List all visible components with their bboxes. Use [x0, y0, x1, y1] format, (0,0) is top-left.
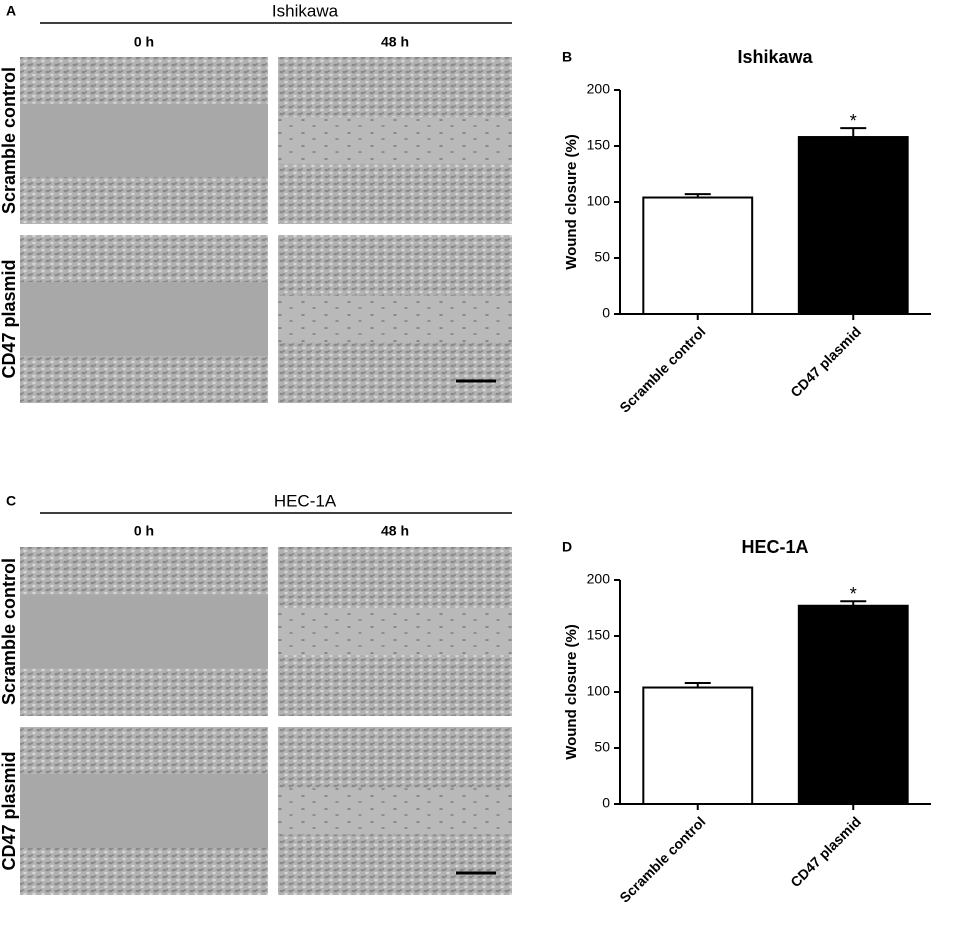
panel-letter: C [6, 493, 16, 509]
row-label: CD47 plasmid [0, 751, 19, 870]
y-axis-label: Wound closure (%) [563, 134, 580, 270]
y-tick-label: 100 [587, 193, 611, 209]
wound-gap [20, 282, 268, 356]
column-label: 0 h [134, 523, 154, 539]
y-tick-label: 50 [594, 739, 610, 755]
y-tick-label: 50 [594, 249, 610, 265]
wound-gap [278, 787, 512, 835]
x-tick-label: Scramble control [616, 323, 708, 415]
bar [797, 136, 909, 315]
x-tick-label: Scramble control [616, 813, 708, 905]
y-tick-label: 0 [602, 795, 610, 811]
y-tick-label: 150 [587, 627, 611, 643]
wound-gap [20, 594, 268, 669]
row-label: CD47 plasmid [0, 259, 19, 378]
x-tick-label: CD47 plasmid [787, 813, 864, 890]
y-axis-label: Wound closure (%) [563, 624, 580, 760]
bar [642, 196, 754, 316]
y-tick-label: 150 [587, 137, 611, 153]
row-label: Scramble control [0, 558, 19, 705]
wound-gap [278, 607, 512, 656]
significance-mark: * [850, 584, 857, 604]
panel-letter: D [562, 539, 572, 555]
column-label: 48 h [381, 34, 409, 50]
wound-gap [20, 774, 268, 848]
column-label: 48 h [381, 523, 409, 539]
y-tick-label: 200 [587, 81, 611, 97]
bar [797, 604, 909, 806]
panel-letter: B [562, 49, 572, 65]
column-label: 0 h [134, 34, 154, 50]
significance-mark: * [850, 111, 857, 131]
y-tick-label: 200 [587, 571, 611, 587]
y-tick-label: 0 [602, 305, 610, 321]
row-label: Scramble control [0, 67, 19, 214]
chart-title: Ishikawa [737, 47, 813, 67]
chart-title: HEC-1A [741, 537, 808, 557]
wound-gap [278, 117, 512, 164]
y-tick-label: 100 [587, 683, 611, 699]
panel-title: Ishikawa [272, 1, 339, 20]
wound-gap [278, 295, 512, 343]
bar [642, 686, 754, 806]
panel-letter: A [6, 3, 16, 19]
wound-gap [20, 103, 268, 178]
panel-title: HEC-1A [274, 491, 337, 510]
x-tick-label: CD47 plasmid [787, 323, 864, 400]
